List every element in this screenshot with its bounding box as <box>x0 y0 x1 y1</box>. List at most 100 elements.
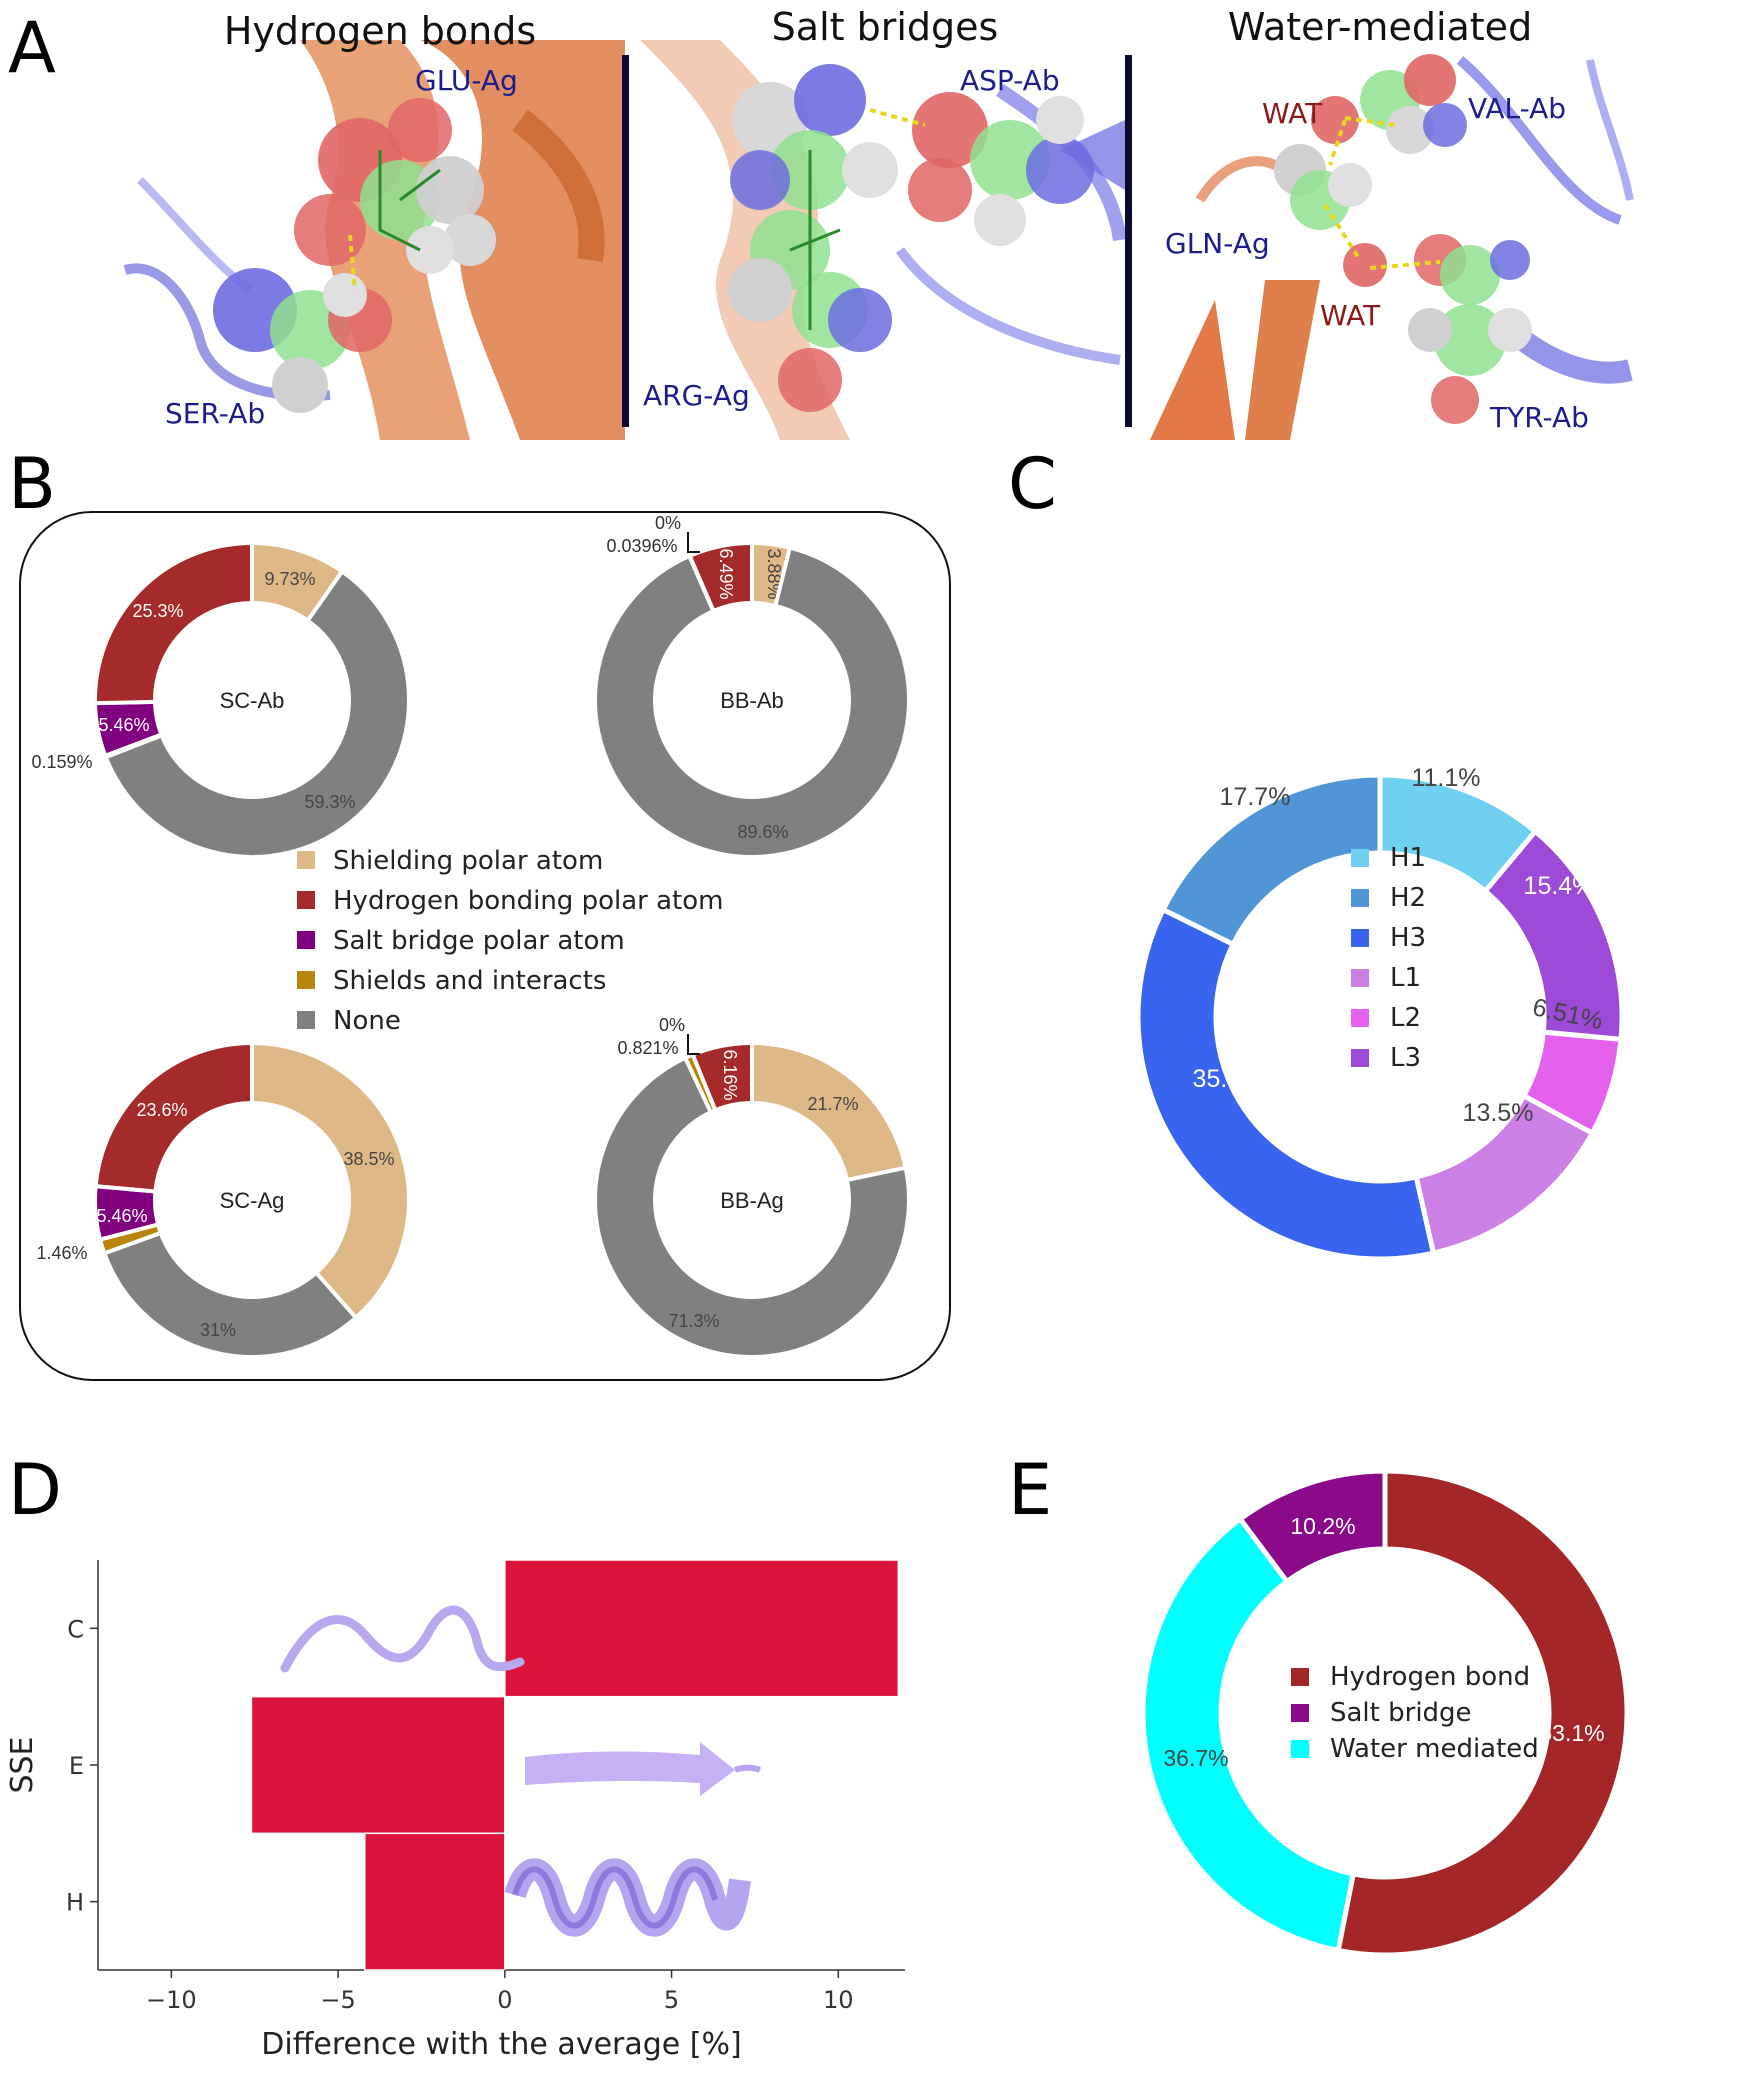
donut-interaction-type: 53.1% 36.7% 10.2% <box>1140 1468 1630 1958</box>
legend-label-water-mediated: Water mediated <box>1330 1734 1539 1764</box>
legend-label-l3: L3 <box>1390 1043 1421 1073</box>
sc-ab-slice-salt-bridge-polar-atom-label: 5.46% <box>98 715 149 735</box>
legend-swatch-salt-bridge <box>1291 1704 1309 1722</box>
e-slice-salt-bridge <box>1236 1468 1388 1586</box>
e-slice-salt-bridge-label: 10.2% <box>1290 1513 1355 1539</box>
legend-swatch-shield <box>297 851 315 869</box>
label-glu-ag: GLU-Ag <box>415 64 518 97</box>
label-arg-ag: ARG-Ag <box>643 379 750 412</box>
hbond-structure-image <box>123 40 625 440</box>
label-val-ab: VAL-Ab <box>1468 92 1566 125</box>
legend-swatch-h2 <box>1351 889 1369 907</box>
bb-ab-slice-hydrogen-bonding-polar-atom <box>687 540 754 614</box>
label-gln-ag: GLN-Ag <box>1165 227 1270 260</box>
panel-letter-e: E <box>1008 1449 1052 1531</box>
bb-ag-slice-none <box>593 1055 911 1360</box>
panel-c: C 11.1%15.4%6.51%13.5%35.9%17.7% H1H2H3L… <box>1008 443 1625 1262</box>
legend-swatch-h3 <box>1351 929 1369 947</box>
bbab-leader-line <box>687 532 700 553</box>
panel-letter-a: A <box>8 7 56 89</box>
legend-label-l1: L1 <box>1390 963 1421 993</box>
x-tick-label-1: −5 <box>320 1986 355 2014</box>
sc-ag-slice-shields-and-interacts-label: 1.46% <box>36 1243 87 1263</box>
panel-b: B 9.73%59.3%0.159%5.46%25.3%SC-Ab 3.88%8… <box>8 443 951 1381</box>
bb-ag-slice-shielding-polar-atom-label: 21.7% <box>807 1094 858 1114</box>
e-slice-hydrogen-bond-label: 53.1% <box>1539 1720 1604 1746</box>
legend-label-h3: H3 <box>1390 923 1426 953</box>
sc-ab-slice-shields-and-interacts-label: 0.159% <box>31 752 92 772</box>
c-slice-h1-label: 11.1% <box>1411 764 1480 792</box>
legend-swatch-h1 <box>1351 849 1369 867</box>
sc-ag-slice-hydrogen-bonding-polar-atom <box>93 1040 254 1194</box>
sc-ag-slice-none <box>101 1230 359 1359</box>
x-axis-title: Difference with the average [%] <box>261 2027 741 2062</box>
y-tick-label-e: E <box>69 1752 84 1780</box>
panel-d: D C E H −10 −5 0 5 10 Difference with the averag… <box>5 1449 905 2062</box>
label-ser-ab: SER-Ab <box>165 397 265 430</box>
legend-swatch-both <box>297 971 315 989</box>
legend-label-none: None <box>333 1006 401 1036</box>
bb-ag-slice-hydrogen-bonding-polar-atom <box>690 1040 754 1113</box>
legend-swatch-hbond <box>297 891 315 909</box>
label-wat-2: WAT <box>1320 299 1381 332</box>
c-slice-l3-label: 15.4% <box>1524 872 1595 900</box>
bb-ag-slice-hydrogen-bonding-polar-atom-label: 6.16% <box>720 1049 740 1100</box>
panel-letter-c: C <box>1008 443 1057 525</box>
legend-label-salt-bridge: Salt bridge <box>1330 1698 1472 1728</box>
legend-label-salt: Salt bridge polar atom <box>333 926 625 956</box>
donut-bb-ag: 21.7% 71.3% 0.821% 0% 6.16% BB-Ag <box>593 1015 911 1360</box>
panel-a: A Hydrogen bonds GLU-Ag SER-Ab <box>8 5 1635 440</box>
sc-ab-slice-shielding-polar-atom-label: 9.73% <box>264 569 315 589</box>
legend-label-l2: L2 <box>1390 1003 1421 1033</box>
panel-letter-b: B <box>8 443 56 525</box>
x-tick-label-4: 10 <box>823 1986 854 2014</box>
sc-ag-slice-salt-bridge-polar-atom-label: 5.46% <box>96 1206 147 1226</box>
donut-cdr: 11.1%15.4%6.51%13.5%35.9%17.7% <box>1135 764 1625 1262</box>
sc-ag-slice-hydrogen-bonding-polar-atom-label: 23.6% <box>136 1100 187 1120</box>
bbag-leader-line <box>687 1034 700 1055</box>
bb-ab-slice-hydrogen-bonding-polar-atom-label: 6.49% <box>716 548 736 599</box>
panel-b-legend: Shielding polar atom Hydrogen bonding po… <box>297 846 723 1036</box>
label-tyr-ab: TYR-Ab <box>1489 401 1589 434</box>
sc-ab-slice-none <box>103 568 411 859</box>
helix-pictogram <box>504 1858 751 1937</box>
x-tick-label-2: 0 <box>497 1986 512 2014</box>
bb-ag-slice-none-label: 71.3% <box>668 1311 719 1331</box>
sc-ab-slice-hydrogen-bonding-polar-atom <box>93 540 254 706</box>
x-tick-label-3: 5 <box>664 1986 679 2014</box>
sc-ag-center-label: SC-Ag <box>220 1188 285 1213</box>
c-slice-h2-label: 17.7% <box>1220 783 1291 811</box>
coil-pictogram <box>280 1605 525 1673</box>
legend-label-shield: Shielding polar atom <box>333 846 603 876</box>
panel-e-legend: Hydrogen bond Salt bridge Water mediated <box>1291 1662 1539 1764</box>
panel-c-legend: H1 H2 H3 L1 L2 L3 <box>1351 843 1426 1073</box>
c-slice-l1-label: 13.5% <box>1463 1099 1534 1127</box>
bar-h <box>364 1832 506 1971</box>
salt-bridge-title: Salt bridges <box>772 5 999 49</box>
c-slice-h2 <box>1159 772 1383 948</box>
donut-bb-ab: 3.88%89.6%0%0.0396%6.49%BB-Ab <box>593 513 911 859</box>
c-slice-h3-label: 35.9% <box>1193 1065 1264 1093</box>
legend-swatch-l3 <box>1351 1049 1369 1067</box>
bb-ab-slice-shields-and-interacts-label: 0% <box>655 513 681 533</box>
legend-swatch-water-mediated <box>1291 1740 1309 1758</box>
sc-ag-slice-shielding-polar-atom-label: 38.5% <box>343 1149 394 1169</box>
water-mediated-structure-image <box>1135 40 1635 440</box>
legend-label-h2: H2 <box>1390 883 1426 913</box>
strand-pictogram <box>525 1742 762 1796</box>
legend-swatch-hydrogen-bond <box>1291 1668 1309 1686</box>
bar-e <box>250 1695 506 1835</box>
bb-ab-slice-salt-bridge-polar-atom-label: 0.0396% <box>606 536 677 556</box>
sc-ab-slice-none-label: 59.3% <box>304 792 355 812</box>
legend-label-hbond: Hydrogen bonding polar atom <box>333 886 723 916</box>
sc-ag-slice-shielding-polar-atom <box>250 1040 412 1321</box>
bb-ag-slice-salt-bridge-polar-atom-label: 0% <box>659 1015 685 1035</box>
panel-letter-d: D <box>8 1449 62 1531</box>
c-slice-h3 <box>1135 906 1437 1262</box>
panel-e: E 53.1% 36.7% 10.2% Hydrogen bond Salt brid… <box>1008 1449 1630 1958</box>
bb-ag-slice-shields-and-interacts-label: 0.821% <box>617 1038 678 1058</box>
y-axis-title: SSE <box>5 1736 40 1793</box>
y-tick-label-h: H <box>66 1889 84 1917</box>
x-tick-label-0: −10 <box>146 1986 197 2014</box>
water-mediated-title: Water-mediated <box>1228 5 1532 49</box>
